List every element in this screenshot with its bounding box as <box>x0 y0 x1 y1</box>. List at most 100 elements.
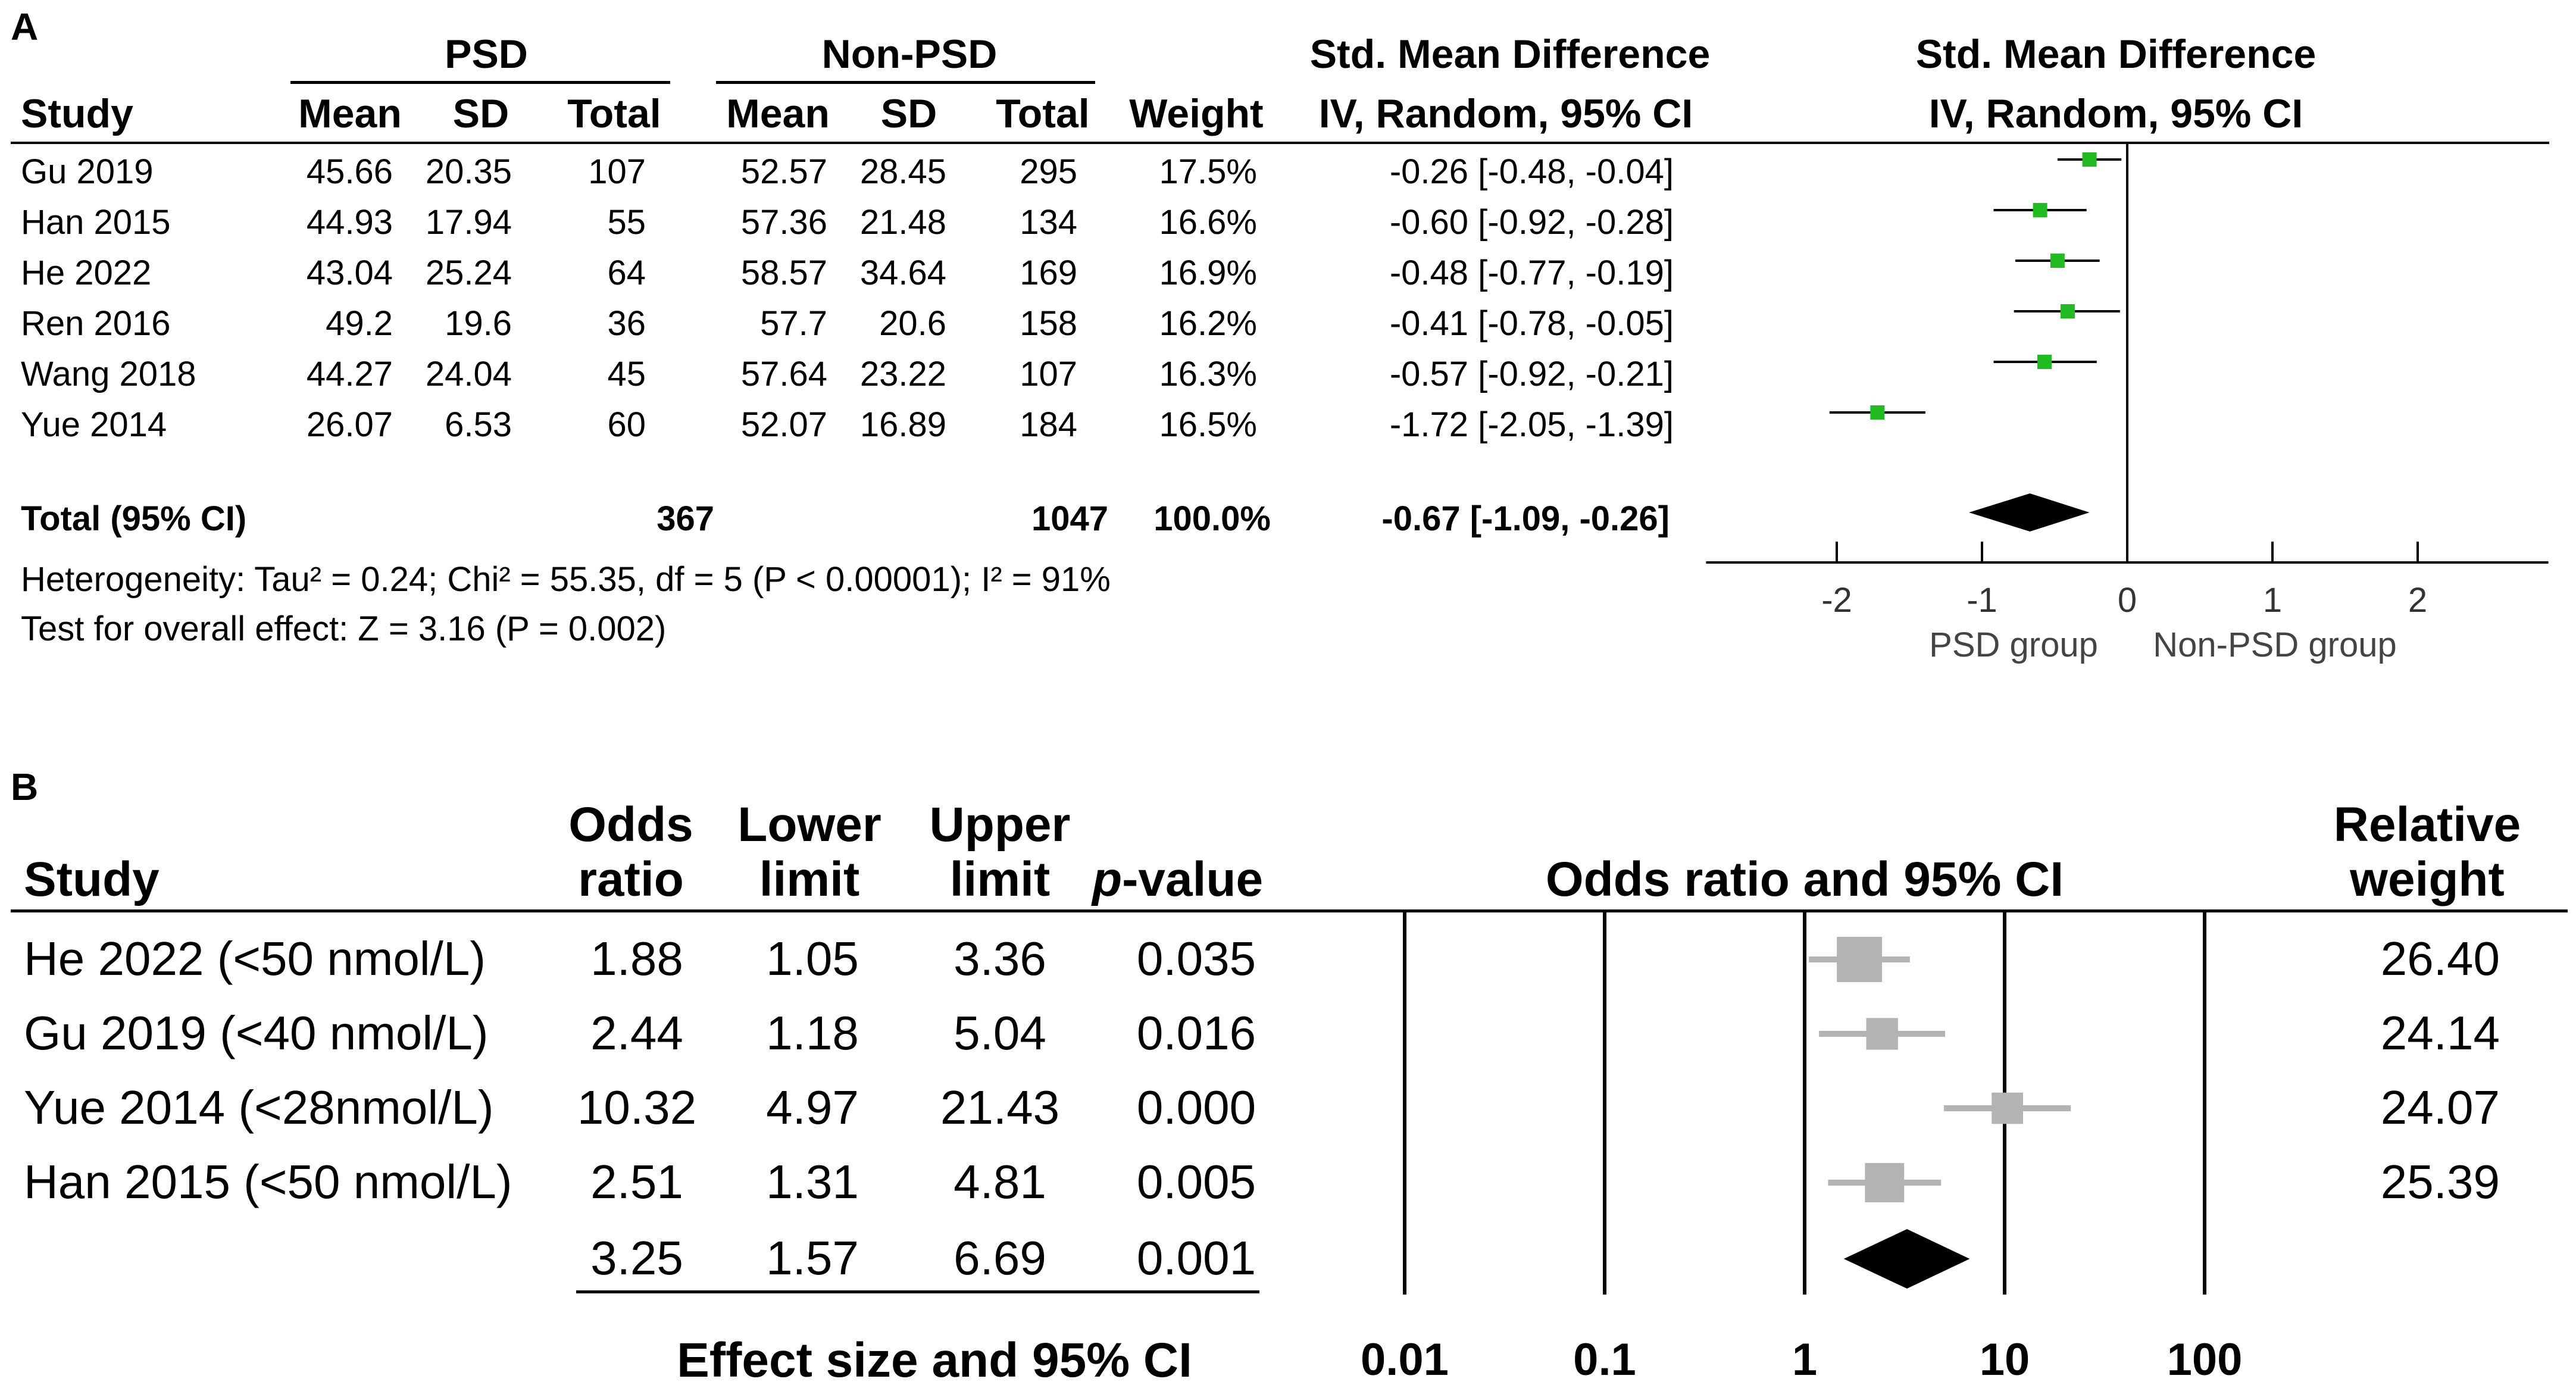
col-non-mean: Mean <box>726 91 830 136</box>
non-mean: 52.57 <box>740 152 827 191</box>
non-total: 107 <box>1020 355 1077 393</box>
effect-marker <box>1837 937 1883 982</box>
x-tick-label: 0 <box>2118 581 2137 620</box>
col-non-total: Total <box>996 91 1090 136</box>
non-total: 169 <box>1020 254 1077 292</box>
smd-ci: -0.26 [-0.48, -0.04] <box>1389 152 1674 191</box>
non-total: 295 <box>1020 152 1077 191</box>
effect-marker <box>2082 152 2097 167</box>
non-total: 184 <box>1020 405 1077 444</box>
p-italic: p <box>1092 852 1123 906</box>
odds-ratio: 10.32 <box>577 1081 697 1134</box>
summary-upper-limit: 6.69 <box>954 1231 1046 1284</box>
psd-total-sum: 367 <box>656 499 714 538</box>
p-rest: -value <box>1122 852 1264 906</box>
effect-marker <box>2033 203 2047 217</box>
weight: 17.5% <box>1159 152 1257 191</box>
psd-sd: 24.04 <box>425 355 512 393</box>
effect-marker <box>2050 254 2065 268</box>
psd-mean: 45.66 <box>306 152 393 191</box>
psd-mean: 43.04 <box>306 254 393 292</box>
col-psd-total: Total <box>567 91 661 136</box>
non-sd: 20.6 <box>879 304 946 343</box>
psd-sd: 19.6 <box>445 304 512 343</box>
psd-sd: 17.94 <box>425 203 512 242</box>
upper-limit: 3.36 <box>954 932 1046 985</box>
non-sd: 16.89 <box>859 405 946 444</box>
effect-marker <box>2037 355 2052 369</box>
relative-weight: 24.14 <box>2380 1006 2500 1059</box>
total-smd-ci: -0.67 [-1.09, -0.26] <box>1381 499 1670 538</box>
psd-sd: 25.24 <box>425 254 512 292</box>
psd-mean: 26.07 <box>306 405 393 444</box>
psd-total: 36 <box>607 304 646 343</box>
non-mean: 58.57 <box>740 254 827 292</box>
col-psd-mean: Mean <box>298 91 402 136</box>
b-col-weight-1: Relative <box>2333 798 2521 852</box>
psd-mean: 44.27 <box>306 355 393 393</box>
lower-limit: 1.05 <box>766 932 859 985</box>
pooled-diamond <box>1969 493 2090 532</box>
col-study: Study <box>21 91 133 136</box>
b-col-upper-1: Upper <box>929 798 1071 852</box>
panel-b-label: B <box>11 765 39 808</box>
x-tick-label: 1 <box>2263 581 2282 620</box>
study-name: He 2022 <box>21 254 152 292</box>
upper-limit: 4.81 <box>954 1155 1046 1208</box>
psd-sd: 20.35 <box>425 152 512 191</box>
b-plot-title: Odds ratio and 95% CI <box>1545 852 2064 906</box>
b-col-lower-2: limit <box>759 852 860 906</box>
weight: 16.2% <box>1159 304 1257 343</box>
summary-odds-ratio: 3.25 <box>590 1231 683 1284</box>
x-tick-label: -1 <box>1967 581 1997 620</box>
x-tick-label: 1 <box>1792 1334 1817 1385</box>
effect-marker <box>1865 1163 1905 1202</box>
b-col-weight-2: weight <box>2350 852 2505 906</box>
col-ci-left: IV, Random, 95% CI <box>1318 91 1693 136</box>
summary-rule <box>576 1290 1259 1293</box>
study-name: Yue 2014 <box>21 405 167 444</box>
pooled-diamond <box>1843 1229 1970 1289</box>
summary-lower-limit: 1.57 <box>766 1231 859 1284</box>
odds-ratio: 2.44 <box>590 1006 683 1059</box>
p-value: 0.016 <box>1136 1006 1256 1059</box>
x-tick-label: 0.1 <box>1573 1334 1636 1385</box>
smd-header-left: Std. Mean Difference <box>1309 32 1711 77</box>
psd-mean: 49.2 <box>326 304 393 343</box>
x-tick-label: -2 <box>1821 581 1852 620</box>
relative-weight: 25.39 <box>2380 1155 2500 1208</box>
b-col-study: Study <box>24 852 160 906</box>
p-value: 0.035 <box>1136 932 1256 985</box>
overall-effect-text: Test for overall effect: Z = 3.16 (P = 0… <box>21 609 667 648</box>
favours-left-label: PSD group <box>1929 626 2098 664</box>
b-col-or-1: Odds <box>568 798 693 852</box>
lower-limit: 1.18 <box>766 1006 859 1059</box>
lower-limit: 4.97 <box>766 1081 859 1134</box>
smd-ci: -0.48 [-0.77, -0.19] <box>1389 254 1674 292</box>
non-sd: 21.48 <box>859 203 946 242</box>
psd-total: 60 <box>607 405 646 444</box>
non-mean: 52.07 <box>740 405 827 444</box>
non-total: 158 <box>1020 304 1077 343</box>
study-name: Han 2015 (<50 nmol/L) <box>24 1155 512 1208</box>
psd-total: 107 <box>588 152 646 191</box>
x-tick-label: 2 <box>2408 581 2427 620</box>
lower-limit: 1.31 <box>766 1155 859 1208</box>
col-weight: Weight <box>1129 91 1264 136</box>
col-psd-sd: SD <box>452 91 509 136</box>
x-tick-label: 0.01 <box>1361 1334 1449 1385</box>
x-tick-label: 10 <box>1980 1334 2030 1385</box>
psd-total: 45 <box>607 355 646 393</box>
effect-marker <box>2060 304 2075 318</box>
non-psd-group-header: Non-PSD <box>821 32 998 77</box>
non-total: 134 <box>1020 203 1077 242</box>
summary-p-value: 0.001 <box>1136 1231 1256 1284</box>
upper-limit: 5.04 <box>954 1006 1046 1059</box>
study-name: Han 2015 <box>21 203 171 242</box>
panel-b-header-rule <box>11 909 2568 912</box>
psd-sd: 6.53 <box>445 405 512 444</box>
smd-ci: -1.72 [-2.05, -1.39] <box>1389 405 1674 444</box>
col-non-sd: SD <box>880 91 937 136</box>
study-name: Wang 2018 <box>21 355 196 393</box>
study-name: Gu 2019 <box>21 152 154 191</box>
